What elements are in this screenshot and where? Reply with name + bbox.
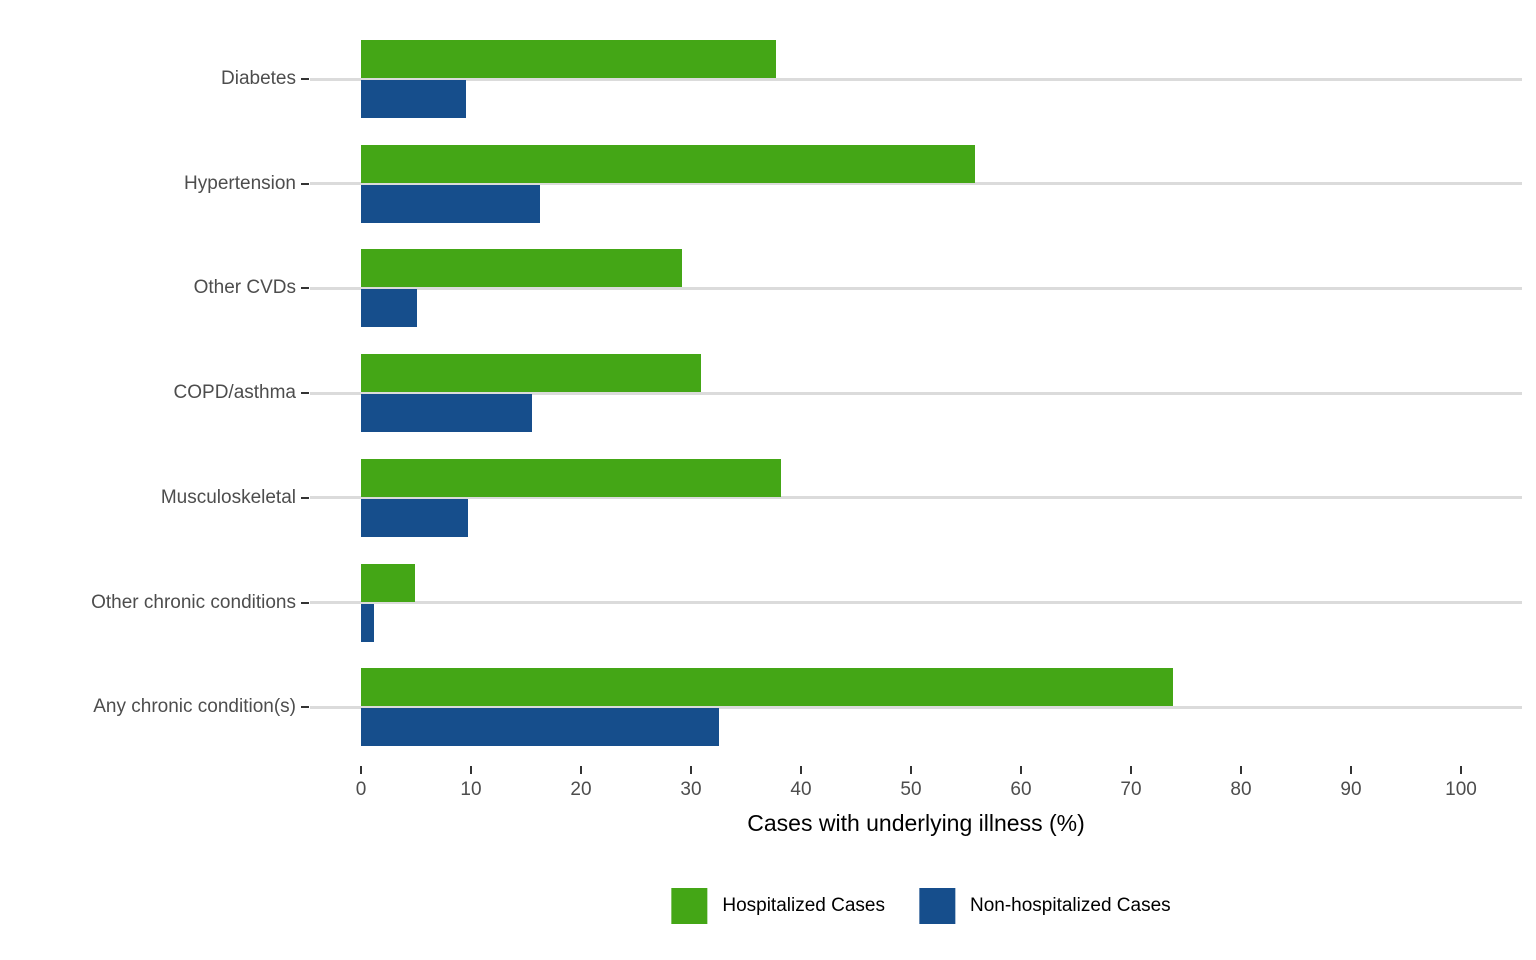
y-axis-tick <box>301 392 309 395</box>
legend-item-hospitalized: Hospitalized Cases <box>671 888 885 924</box>
y-axis-tick <box>301 706 309 709</box>
gridline <box>310 182 1522 186</box>
category-label: Other CVDs <box>193 277 296 299</box>
x-axis-title: Cases with underlying illness (%) <box>747 810 1085 836</box>
y-axis-tick <box>301 496 309 499</box>
x-axis-tick <box>1240 766 1242 774</box>
y-axis-tick <box>301 601 309 604</box>
x-axis-tick <box>1350 766 1352 774</box>
y-axis-tick <box>301 78 309 80</box>
x-axis-tick-label: 40 <box>790 779 812 800</box>
category-label: Any chronic condition(s) <box>93 696 296 718</box>
category-label: Diabetes <box>221 68 296 89</box>
legend-label-non-hospitalized: Non-hospitalized Cases <box>969 895 1171 916</box>
hospitalized-bar-2 <box>361 249 682 288</box>
category-label: Musculoskeletal <box>160 486 296 508</box>
gridline <box>310 77 1522 81</box>
non-hospitalized-bar-0 <box>361 80 466 118</box>
x-axis-tick <box>1130 766 1132 774</box>
x-axis-tick <box>1460 766 1462 774</box>
non-hospitalized-bar-3 <box>361 394 532 433</box>
category-label: Hypertension <box>184 172 296 194</box>
y-axis-tick <box>301 182 309 185</box>
gridline <box>310 391 1522 395</box>
non-hospitalized-bar-4 <box>361 498 468 537</box>
hospitalized-bar-6 <box>361 668 1173 707</box>
gridline <box>310 496 1522 500</box>
hospitalized-swatch <box>671 888 708 924</box>
non-hospitalized-bar-1 <box>361 184 540 223</box>
non-hospitalized-swatch <box>918 888 955 924</box>
x-axis-tick <box>1020 766 1022 774</box>
x-axis-tick-label: 70 <box>1120 779 1142 800</box>
x-axis-tick <box>360 766 362 774</box>
hospitalized-bar-4 <box>361 458 781 497</box>
legend: Hospitalized Cases Non-hospitalized Case… <box>671 888 1171 924</box>
x-axis-tick-label: 100 <box>1445 779 1477 800</box>
x-axis-tick-label: 30 <box>680 779 702 800</box>
hospitalized-bar-3 <box>361 354 701 393</box>
x-axis-tick-label: 10 <box>460 779 482 800</box>
x-axis-tick <box>580 766 582 774</box>
gridline <box>310 601 1522 604</box>
x-axis-tick <box>690 766 692 774</box>
hospitalized-bar-1 <box>361 144 975 183</box>
legend-label-hospitalized: Hospitalized Cases <box>722 895 885 916</box>
x-axis-tick-label: 0 <box>355 779 367 800</box>
legend-item-non-hospitalized: Non-hospitalized Cases <box>918 888 1171 924</box>
non-hospitalized-bar-2 <box>361 289 417 328</box>
x-axis-tick <box>800 766 802 774</box>
x-axis-tick <box>470 766 472 774</box>
category-label: Other chronic conditions <box>91 591 296 613</box>
y-axis-tick <box>301 287 309 290</box>
gridline <box>310 705 1522 709</box>
hospitalized-bar-5 <box>361 563 415 602</box>
x-axis-tick-label: 60 <box>1010 779 1032 800</box>
x-axis-tick-label: 20 <box>570 779 592 800</box>
non-hospitalized-bar-6 <box>361 708 719 747</box>
category-label: COPD/asthma <box>173 382 296 404</box>
x-axis-tick <box>910 766 912 774</box>
non-hospitalized-bar-5 <box>361 603 374 642</box>
hospitalized-bar-0 <box>361 40 776 78</box>
x-axis-tick-label: 50 <box>900 779 922 800</box>
x-axis-tick-label: 90 <box>1340 779 1362 800</box>
gridline <box>310 286 1522 290</box>
x-axis-tick-label: 80 <box>1230 779 1252 800</box>
